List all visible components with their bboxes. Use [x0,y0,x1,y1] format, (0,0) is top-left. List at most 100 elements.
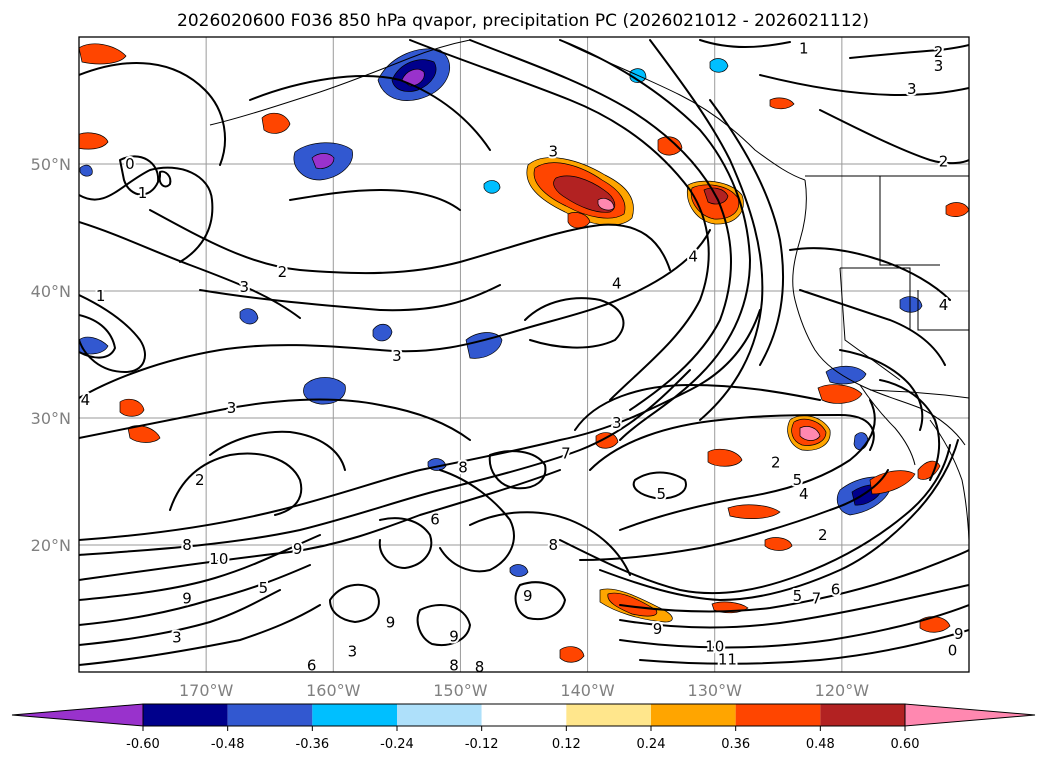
contour-label-halo: 8 [458,459,468,477]
contour-label: 0 [948,641,958,659]
contour-label: 9 [653,620,663,638]
contour-label-halo: 7 [561,445,571,463]
contour-line [699,39,791,48]
colorbar-segment [651,704,736,726]
coastline-mexico [929,419,969,541]
contour-label: 4 [81,391,91,409]
contour-label: 4 [612,274,622,292]
contour-line [799,289,946,366]
precip-positive-patch [119,398,145,417]
precip-positive-patch [79,132,109,150]
colorbar-tick-label: 0.12 [552,737,581,752]
contour-label: 9 [293,540,303,558]
contour-label-halo: 3 [240,278,250,296]
colorbar-tick-label: 0.60 [891,737,920,752]
contour-label: 8 [182,536,192,554]
precip-negative-patch [483,180,501,194]
contour-label-halo: 2 [939,152,949,170]
precip-positive-patch [261,112,291,134]
contour-label: 1 [138,184,148,202]
colorbar-segment [143,704,228,726]
contour-line [759,74,969,96]
contour-label: 7 [812,589,822,607]
contour-label: 3 [907,80,917,98]
contour-label-halo: 3 [227,399,237,417]
colorbar-segment [820,704,905,726]
contour-line [649,39,764,421]
contour-label: 4 [688,248,698,266]
contour-label: 10 [705,638,724,656]
contour-label-halo: 1 [799,39,809,57]
colorbar-tick-label: -0.12 [465,737,499,752]
contour-label: 3 [392,347,402,365]
contour-label: 9 [449,627,459,645]
contour-line [79,166,214,263]
contour-label-halo: 3 [907,80,917,98]
lat-label: 20°N [31,536,71,555]
contour-line [639,629,969,665]
precip-negative-patch [899,296,923,313]
precip-negative-core [311,153,335,169]
contour-label-halo: 1 [138,184,148,202]
contour-label: 8 [475,658,485,676]
contour-line [488,450,547,490]
coastline-alaska [209,39,471,126]
contour-line [79,229,711,399]
contour-label-halo: 3 [548,142,558,160]
contour-label-halo: 9 [653,620,663,638]
contour-line [289,189,461,211]
lon-label: 140°W [560,681,615,700]
contour-line [619,584,969,629]
contour-line [524,297,625,349]
contour-label-halo: 4 [612,274,622,292]
contour-label-halo: 2 [195,471,205,489]
colorbar-segment [397,704,482,726]
contour-line [119,155,160,196]
contour-line [416,604,471,646]
lat-label: 40°N [31,282,71,301]
lat-label: 50°N [31,155,71,174]
contour-label-halo: 5 [793,471,803,489]
contour-label: 2 [939,152,949,170]
precip-positive-patch [559,646,585,663]
contour-label-halo: 9 [182,589,192,607]
contour-line [619,549,969,613]
contour-line [839,349,924,431]
contour-line [439,469,515,573]
qvapor-contours [79,39,969,666]
contour-line [559,39,751,441]
contour-label-halo: 4 [688,248,698,266]
contour-label: 5 [259,579,269,597]
contour-label: 6 [307,657,317,675]
contour-label: 10 [209,550,228,568]
precip-positive-patch [707,448,743,467]
colorbar: -0.60 -0.48 -0.36 -0.24 -0.12 0.12 0.24 0.36 0.4… [11,703,1036,752]
state-border [917,290,969,331]
contour-label: 5 [793,587,803,605]
contour-label: 3 [348,643,358,661]
contour-label: 3 [612,414,622,432]
contour-label-halo: 9 [293,540,303,558]
contour-label: 8 [449,657,459,675]
contour-label: 3 [240,278,250,296]
contour-line [819,109,969,165]
state-border [879,176,940,266]
contour-label-halo: 7 [812,589,822,607]
lon-label: 130°W [688,681,743,700]
contour-line [158,170,172,188]
contour-line [619,604,969,649]
precip-positive-patch [79,43,127,65]
colorbar-tick-label: 0.24 [637,737,666,752]
contour-line [589,414,875,471]
contour-label-halo: 9 [386,613,396,631]
contour-label-halo: 9 [954,625,964,643]
contour-label: 4 [799,485,809,503]
lon-label: 170°W [179,681,234,700]
contour-label-halo: 8 [182,536,192,554]
contour-label-halo: 8 [449,657,459,675]
contour-line [632,471,687,500]
contour-label-halo: 3 [934,57,944,75]
contour-label: 9 [182,589,192,607]
contour-line [514,581,566,620]
